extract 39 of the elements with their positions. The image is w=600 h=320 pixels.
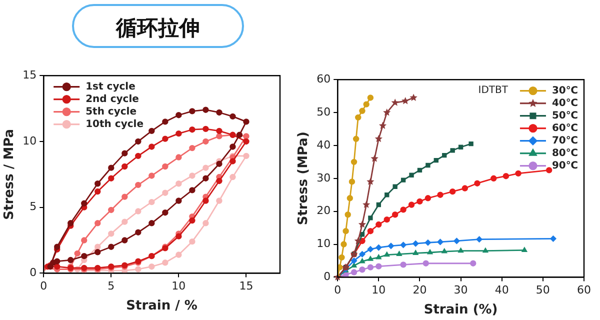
annotation: IDTBT bbox=[478, 85, 509, 96]
y-tick-label: 15 bbox=[22, 68, 37, 82]
y-axis-title: Stress (MPa) bbox=[296, 132, 312, 226]
y-tick-label: 0 bbox=[30, 266, 37, 280]
chart-title: 循环拉伸 bbox=[72, 4, 244, 48]
legend-label: 80℃ bbox=[552, 148, 578, 159]
x-tick-label: 40 bbox=[494, 284, 509, 297]
legend-label: 60℃ bbox=[552, 122, 578, 134]
x-tick-label: 5 bbox=[108, 280, 115, 293]
x-tick-label: 10 bbox=[372, 284, 386, 297]
y-axis-title: Stress / MPa bbox=[2, 128, 18, 220]
y-tick-label: 30 bbox=[316, 171, 331, 184]
x-tick-label: 10 bbox=[172, 280, 186, 293]
legend-label: 2nd cycle bbox=[86, 94, 140, 105]
y-tick-label: 10 bbox=[316, 237, 331, 250]
legend-label: 1st cycle bbox=[86, 81, 136, 92]
legend-label: 50℃ bbox=[552, 110, 578, 122]
x-axis-title: Strain / % bbox=[126, 298, 198, 314]
x-tick-label: 20 bbox=[412, 284, 427, 297]
x-tick-label: 15 bbox=[239, 280, 254, 293]
y-tick-label: 60 bbox=[316, 72, 331, 86]
x-tick-label: 0 bbox=[40, 280, 48, 293]
y-tick-label: 10 bbox=[22, 134, 37, 148]
legend-label: 40℃ bbox=[552, 98, 578, 109]
y-tick-label: 0 bbox=[324, 270, 331, 284]
y-tick-label: 50 bbox=[316, 105, 331, 118]
legend-label: 70℃ bbox=[552, 135, 578, 146]
y-tick-label: 5 bbox=[30, 200, 37, 214]
y-tick-label: 40 bbox=[316, 138, 331, 152]
y-tick-label: 20 bbox=[316, 204, 331, 218]
legend-label: 10th cycle bbox=[86, 118, 144, 130]
legend-label: 90℃ bbox=[552, 160, 578, 172]
x-axis-title: Strain (%) bbox=[424, 302, 498, 318]
x-tick-label: 0 bbox=[334, 284, 342, 297]
legend-label: 30℃ bbox=[552, 85, 578, 96]
x-tick-label: 30 bbox=[454, 284, 468, 297]
legend-label: 5th cycle bbox=[86, 106, 137, 118]
x-tick-label: 60 bbox=[577, 284, 591, 297]
x-tick-label: 50 bbox=[536, 284, 550, 297]
